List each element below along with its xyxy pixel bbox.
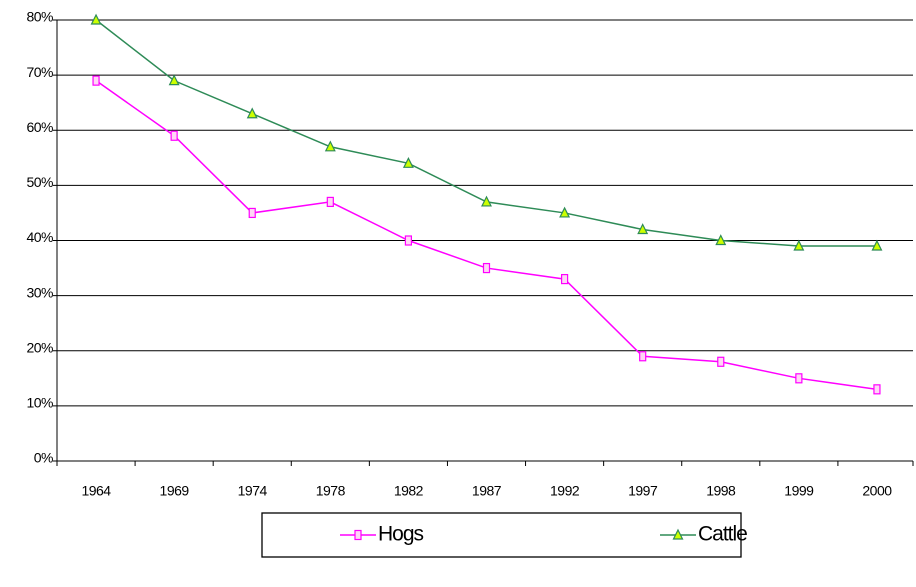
data-point: [559, 206, 571, 218]
data-point: [90, 13, 102, 25]
y-tick-label: 70%: [26, 64, 53, 80]
x-tick-label: 1974: [238, 483, 268, 499]
y-tick-label: 10%: [26, 395, 53, 411]
data-point: [324, 140, 336, 152]
data-point: [637, 223, 649, 235]
data-point: [170, 130, 178, 141]
data-point: [404, 235, 413, 246]
data-point: [715, 234, 727, 246]
data-point: [560, 273, 569, 285]
data-point: [248, 207, 256, 219]
y-tick-label: 0%: [34, 450, 53, 466]
x-tick-label: 1992: [550, 483, 580, 499]
data-point: [871, 239, 883, 251]
x-tick-label: 1997: [628, 483, 658, 499]
y-tick-label: 50%: [26, 174, 53, 190]
x-tick-label: 1999: [784, 483, 814, 499]
series-line: [95, 19, 877, 247]
legend-label: Cattle: [698, 523, 747, 546]
y-tick-label: 30%: [26, 284, 53, 300]
data-point: [639, 351, 647, 362]
legend-label: Hogs: [378, 523, 424, 546]
x-tick-label: 1987: [472, 483, 502, 499]
x-tick-label: 1969: [160, 483, 190, 499]
data-point: [481, 195, 492, 207]
data-point: [795, 373, 803, 384]
data-point: [793, 239, 805, 251]
y-tick-label: 60%: [26, 119, 53, 135]
data-point: [326, 196, 334, 208]
y-tick-label: 80%: [26, 9, 53, 25]
data-point: [168, 74, 180, 86]
x-tick-label: 2000: [862, 483, 892, 499]
x-tick-label: 1998: [706, 483, 736, 499]
x-tick-label: 1964: [81, 483, 111, 499]
data-point: [717, 356, 725, 367]
y-tick-label: 20%: [26, 339, 53, 355]
legend-marker: [354, 529, 362, 541]
x-tick-label: 1978: [316, 483, 346, 499]
data-point: [246, 107, 258, 119]
series-line: [95, 80, 878, 391]
legend-marker: [672, 528, 684, 540]
data-point: [482, 262, 491, 274]
x-tick-label: 1982: [394, 483, 424, 499]
data-point: [873, 384, 881, 395]
y-tick-label: 40%: [26, 229, 53, 245]
data-point: [92, 75, 100, 86]
data-point: [402, 156, 414, 168]
